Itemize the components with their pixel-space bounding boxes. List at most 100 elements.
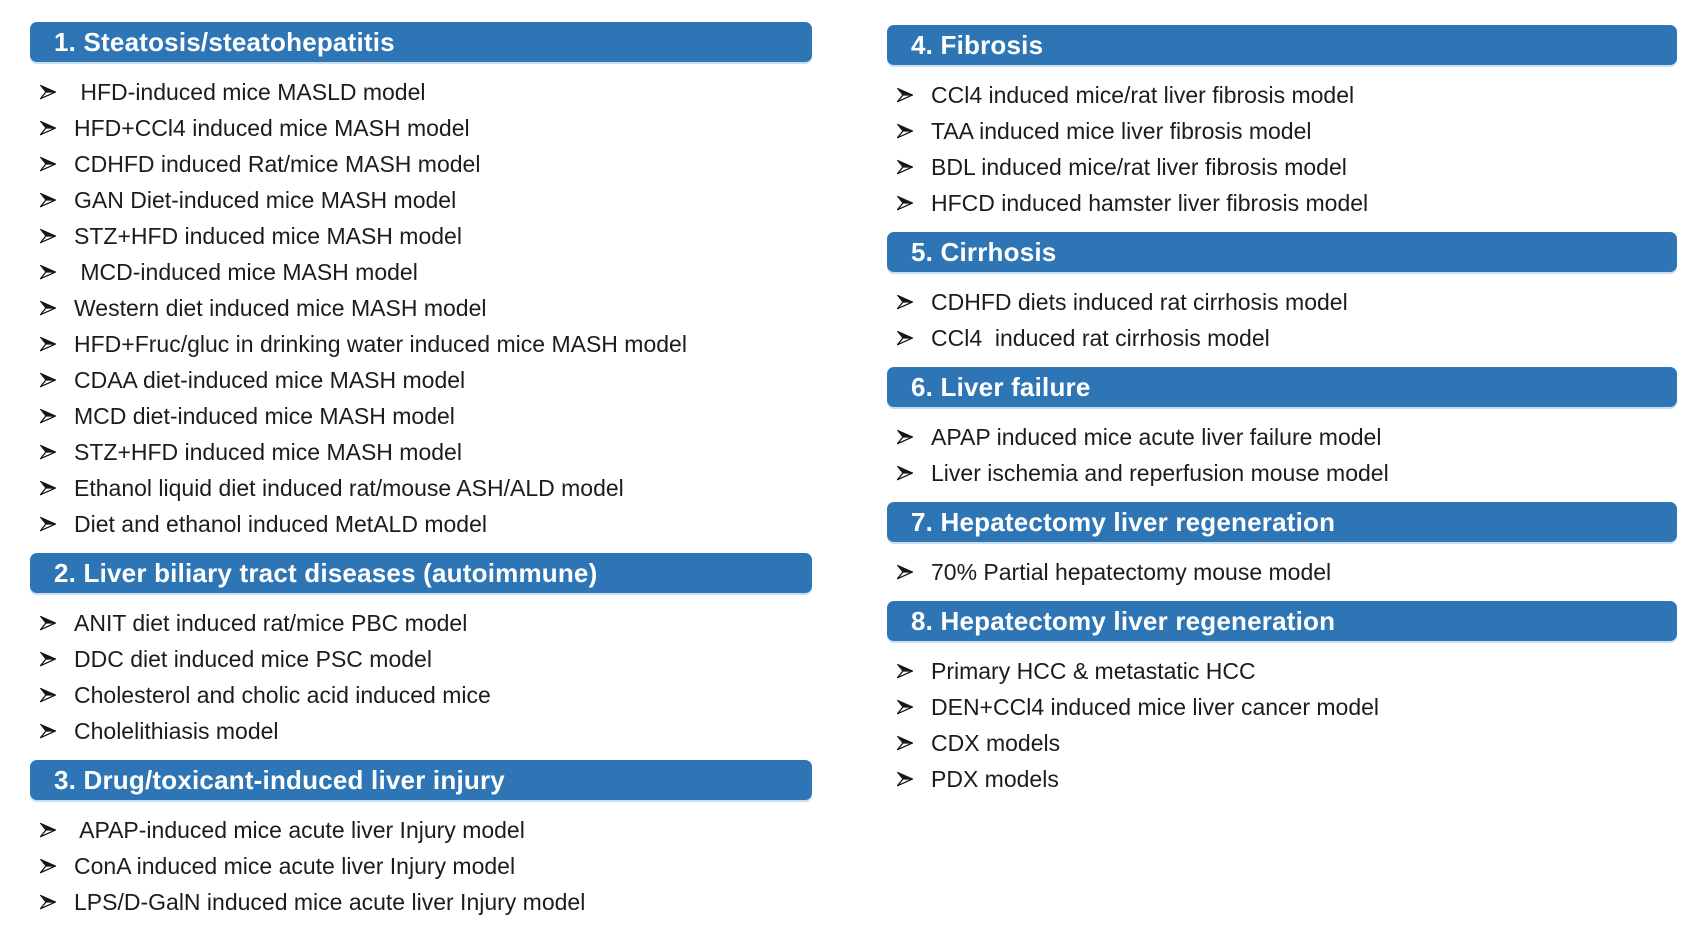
arrow-bullet-icon [895, 733, 915, 753]
section-header: 1. Steatosis/steatohepatitis [30, 22, 812, 62]
list-item-label: MCD diet-induced mice MASH model [74, 403, 455, 429]
list-item: ConA induced mice acute liver Injury mod… [38, 848, 812, 884]
list-item-label: STZ+HFD induced mice MASH model [74, 223, 462, 249]
list-item: DDC diet induced mice PSC model [38, 641, 812, 677]
list-item-label: Cholesterol and cholic acid induced mice [74, 682, 491, 708]
list-item: APAP-induced mice acute liver Injury mod… [38, 812, 812, 848]
section-header-label: 6. Liver failure [911, 371, 1091, 402]
arrow-bullet-icon [38, 892, 58, 912]
list-item: TAA induced mice liver fibrosis model [895, 113, 1677, 149]
arrow-bullet-icon [38, 685, 58, 705]
arrow-bullet-icon [38, 478, 58, 498]
section-header-label: 5. Cirrhosis [911, 236, 1057, 267]
model-section: 2. Liver biliary tract diseases (autoimm… [30, 553, 812, 749]
list-item-label: ConA induced mice acute liver Injury mod… [74, 853, 516, 879]
arrow-bullet-icon [38, 154, 58, 174]
list-item-label: DDC diet induced mice PSC model [74, 646, 432, 672]
list-item-label: Ethanol liquid diet induced rat/mouse AS… [74, 475, 624, 501]
list-item-label: PDX models [931, 766, 1059, 792]
arrow-bullet-icon [38, 262, 58, 282]
list-item: CCl4 induced rat cirrhosis model [895, 320, 1677, 356]
arrow-bullet-icon [895, 697, 915, 717]
list-item-label: STZ+HFD induced mice MASH model [74, 439, 462, 465]
arrow-bullet-icon [895, 661, 915, 681]
list-item-label: HFD-induced mice MASLD model [74, 79, 426, 105]
list-item: PDX models [895, 761, 1677, 797]
list-item: Cholesterol and cholic acid induced mice [38, 677, 812, 713]
arrow-bullet-icon [38, 190, 58, 210]
section-header: 2. Liver biliary tract diseases (autoimm… [30, 553, 812, 593]
model-section: 4. Fibrosis CCl4 induced mice/rat liver … [887, 25, 1677, 221]
list-item-label: APAP induced mice acute liver failure mo… [931, 424, 1382, 450]
column-left: 1. Steatosis/steatohepatitis HFD-induced… [30, 22, 812, 931]
list-item: GAN Diet-induced mice MASH model [38, 182, 812, 218]
arrow-bullet-icon [38, 406, 58, 426]
list-item-label: Cholelithiasis model [74, 718, 279, 744]
model-section: 7. Hepatectomy liver regeneration 70% Pa… [887, 502, 1677, 590]
list-item: HFCD induced hamster liver fibrosis mode… [895, 185, 1677, 221]
section-item-list: APAP-induced mice acute liver Injury mod… [30, 812, 812, 920]
list-item: MCD-induced mice MASH model [38, 254, 812, 290]
section-header: 6. Liver failure [887, 367, 1677, 407]
section-header-label: 3. Drug/toxicant-induced liver injury [54, 764, 505, 795]
arrow-bullet-icon [38, 298, 58, 318]
list-item: Cholelithiasis model [38, 713, 812, 749]
list-item: CDHFD induced Rat/mice MASH model [38, 146, 812, 182]
section-item-list: 70% Partial hepatectomy mouse model [887, 554, 1677, 590]
arrow-bullet-icon [38, 226, 58, 246]
list-item: Primary HCC & metastatic HCC [895, 653, 1677, 689]
list-item-label: CCl4 induced mice/rat liver fibrosis mod… [931, 82, 1355, 108]
section-header: 3. Drug/toxicant-induced liver injury [30, 760, 812, 800]
list-item: CCl4 induced mice/rat liver fibrosis mod… [895, 77, 1677, 113]
list-item: HFD-induced mice MASLD model [38, 74, 812, 110]
section-item-list: APAP induced mice acute liver failure mo… [887, 419, 1677, 491]
section-header: 8. Hepatectomy liver regeneration [887, 601, 1677, 641]
list-item-label: CCl4 induced rat cirrhosis model [931, 325, 1270, 351]
list-item-label: Western diet induced mice MASH model [74, 295, 487, 321]
list-item-label: TAA induced mice liver fibrosis model [931, 118, 1312, 144]
section-header-label: 4. Fibrosis [911, 29, 1044, 60]
arrow-bullet-icon [895, 769, 915, 789]
section-item-list: ANIT diet induced rat/mice PBC model DDC… [30, 605, 812, 749]
arrow-bullet-icon [38, 820, 58, 840]
list-item-label: Primary HCC & metastatic HCC [931, 658, 1256, 684]
arrow-bullet-icon [38, 334, 58, 354]
arrow-bullet-icon [895, 562, 915, 582]
list-item-label: CDAA diet-induced mice MASH model [74, 367, 466, 393]
list-item-label: ANIT diet induced rat/mice PBC model [74, 610, 468, 636]
list-item: APAP induced mice acute liver failure mo… [895, 419, 1677, 455]
list-item: ANIT diet induced rat/mice PBC model [38, 605, 812, 641]
section-header-label: 8. Hepatectomy liver regeneration [911, 605, 1336, 636]
section-item-list: CCl4 induced mice/rat liver fibrosis mod… [887, 77, 1677, 221]
list-item: CDHFD diets induced rat cirrhosis model [895, 284, 1677, 320]
list-item-label: LPS/D-GalN induced mice acute liver Inju… [74, 889, 586, 915]
list-item: Diet and ethanol induced MetALD model [38, 506, 812, 542]
model-section: 5. Cirrhosis CDHFD diets induced rat cir… [887, 232, 1677, 356]
list-item: STZ+HFD induced mice MASH model [38, 434, 812, 470]
list-item: MCD diet-induced mice MASH model [38, 398, 812, 434]
arrow-bullet-icon [38, 649, 58, 669]
section-header-label: 1. Steatosis/steatohepatitis [54, 26, 395, 57]
list-item-label: APAP-induced mice acute liver Injury mod… [74, 817, 525, 843]
list-item: CDAA diet-induced mice MASH model [38, 362, 812, 398]
section-header: 7. Hepatectomy liver regeneration [887, 502, 1677, 542]
section-header-label: 2. Liver biliary tract diseases (autoimm… [54, 557, 598, 588]
list-item-label: CDX models [931, 730, 1061, 756]
list-item: DEN+CCl4 induced mice liver cancer model [895, 689, 1677, 725]
model-section: 1. Steatosis/steatohepatitis HFD-induced… [30, 22, 812, 542]
list-item-label: HFCD induced hamster liver fibrosis mode… [931, 190, 1369, 216]
list-item-label: CDHFD diets induced rat cirrhosis model [931, 289, 1348, 315]
arrow-bullet-icon [38, 514, 58, 534]
list-item-label: BDL induced mice/rat liver fibrosis mode… [931, 154, 1347, 180]
list-item: Ethanol liquid diet induced rat/mouse AS… [38, 470, 812, 506]
column-right: 4. Fibrosis CCl4 induced mice/rat liver … [887, 25, 1677, 808]
section-header: 4. Fibrosis [887, 25, 1677, 65]
arrow-bullet-icon [895, 463, 915, 483]
arrow-bullet-icon [895, 85, 915, 105]
list-item-label: DEN+CCl4 induced mice liver cancer model [931, 694, 1380, 720]
section-header-label: 7. Hepatectomy liver regeneration [911, 506, 1336, 537]
arrow-bullet-icon [895, 427, 915, 447]
arrow-bullet-icon [38, 856, 58, 876]
list-item-label: HFD+Fruc/gluc in drinking water induced … [74, 331, 687, 357]
list-item: HFD+CCl4 induced mice MASH model [38, 110, 812, 146]
